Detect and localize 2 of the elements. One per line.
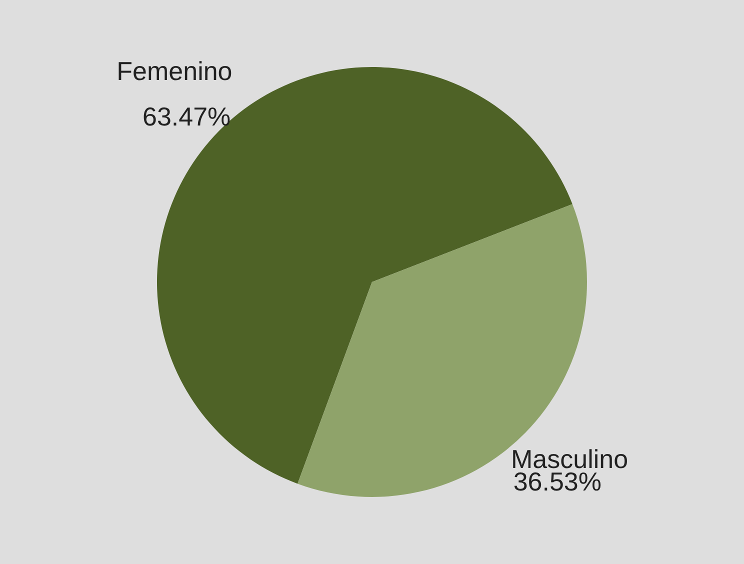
slice-label: Femenino [116, 56, 232, 86]
data-label: 63.47% [142, 102, 231, 132]
